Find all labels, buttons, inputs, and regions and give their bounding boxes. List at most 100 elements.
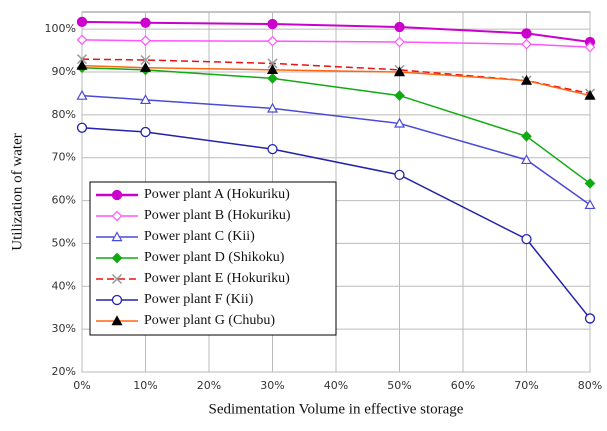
series-line	[81, 66, 591, 185]
x-tick-label: 70%	[514, 379, 538, 392]
data-point	[267, 58, 278, 69]
marker-shape	[267, 58, 278, 69]
marker-shape	[520, 154, 533, 165]
legend-label: Power plant E (Hokuriku)	[144, 271, 290, 286]
x-tick-label: 60%	[451, 379, 475, 392]
marker-shape	[584, 89, 596, 100]
legend-label: Power plant G (Chubu)	[144, 313, 275, 328]
data-point	[394, 21, 405, 33]
data-point	[521, 38, 532, 50]
marker-shape	[111, 210, 123, 222]
series-line	[81, 64, 591, 97]
marker-shape	[140, 17, 151, 28]
marker-shape	[267, 18, 278, 30]
legend-label: Power plant F (Kii)	[144, 292, 254, 307]
x-axis-label: Sedimentation Volume in effective storag…	[209, 401, 464, 417]
marker-shape	[393, 66, 406, 77]
legend-label: Power plant A (Hokuriku)	[144, 187, 290, 202]
data-point	[76, 54, 88, 65]
marker-shape	[267, 35, 278, 47]
marker-shape	[76, 16, 88, 28]
data-point	[76, 89, 88, 100]
data-point	[393, 66, 406, 77]
marker-shape	[140, 126, 151, 138]
marker-shape	[521, 38, 532, 50]
marker-shape	[394, 169, 405, 181]
marker-shape	[76, 54, 88, 65]
marker-shape	[139, 61, 152, 72]
x-tick-label: 80%	[578, 379, 602, 392]
marker-shape	[111, 294, 123, 306]
legend-marker	[111, 231, 123, 242]
data-point	[267, 18, 278, 30]
y-tick-label: 50%	[52, 236, 76, 249]
marker-shape	[584, 313, 596, 324]
marker-shape	[393, 117, 406, 128]
marker-shape	[111, 189, 123, 201]
legend-marker	[111, 252, 123, 264]
marker-shape	[394, 21, 405, 33]
x-tick-label: 50%	[387, 379, 411, 392]
data-point	[140, 54, 151, 66]
data-point	[584, 178, 596, 189]
data-point	[140, 17, 151, 28]
legend-marker	[111, 273, 123, 285]
series-line	[81, 126, 591, 319]
data-point	[266, 64, 279, 75]
data-point	[139, 94, 152, 105]
data-point	[139, 61, 152, 72]
y-axis-label: Utilization of water	[9, 133, 25, 250]
data-point	[76, 34, 88, 46]
marker-shape	[76, 89, 88, 100]
x-tick-label: 40%	[324, 379, 348, 392]
x-tick-label: 30%	[260, 379, 284, 392]
data-point	[394, 36, 405, 48]
marker-shape	[76, 34, 88, 46]
data-point	[394, 90, 405, 101]
marker-shape	[267, 73, 278, 84]
data-point	[584, 89, 596, 100]
data-point	[584, 313, 596, 324]
legend-marker	[111, 189, 123, 201]
marker-shape	[520, 74, 533, 85]
y-tick-label: 20%	[52, 365, 76, 378]
data-point	[140, 35, 151, 47]
legend-label: Power plant B (Hokuriku)	[144, 208, 291, 223]
legend-marker	[111, 210, 123, 222]
marker-shape	[584, 41, 596, 53]
marker-shape	[267, 143, 278, 155]
marker-shape	[76, 122, 88, 133]
data-point	[521, 130, 532, 142]
data-point	[140, 126, 151, 138]
y-tick-label: 100%	[45, 22, 76, 35]
data-point	[584, 199, 596, 210]
data-point	[394, 169, 405, 181]
series-line	[81, 94, 591, 206]
data-point	[76, 59, 88, 70]
series-line	[81, 20, 591, 43]
legend-marker	[111, 315, 123, 326]
data-point	[584, 41, 596, 53]
marker-shape	[521, 28, 532, 39]
data-point	[521, 28, 532, 39]
y-tick-label: 70%	[52, 151, 76, 164]
marker-shape	[111, 231, 123, 242]
x-tick-label: 0%	[73, 379, 90, 392]
data-point	[393, 117, 406, 128]
legend-label: Power plant D (Shikoku)	[144, 250, 285, 265]
marker-shape	[394, 36, 405, 48]
marker-shape	[584, 178, 596, 189]
marker-shape	[140, 35, 151, 47]
data-point	[521, 233, 532, 245]
data-point	[267, 73, 278, 84]
marker-shape	[111, 315, 123, 326]
legend-marker	[111, 294, 123, 306]
data-point	[520, 154, 533, 165]
x-tick-label: 10%	[133, 379, 157, 392]
marker-shape	[521, 130, 532, 142]
data-point	[267, 143, 278, 155]
y-tick-label: 30%	[52, 322, 76, 335]
marker-shape	[111, 252, 123, 264]
y-tick-label: 90%	[52, 65, 76, 78]
